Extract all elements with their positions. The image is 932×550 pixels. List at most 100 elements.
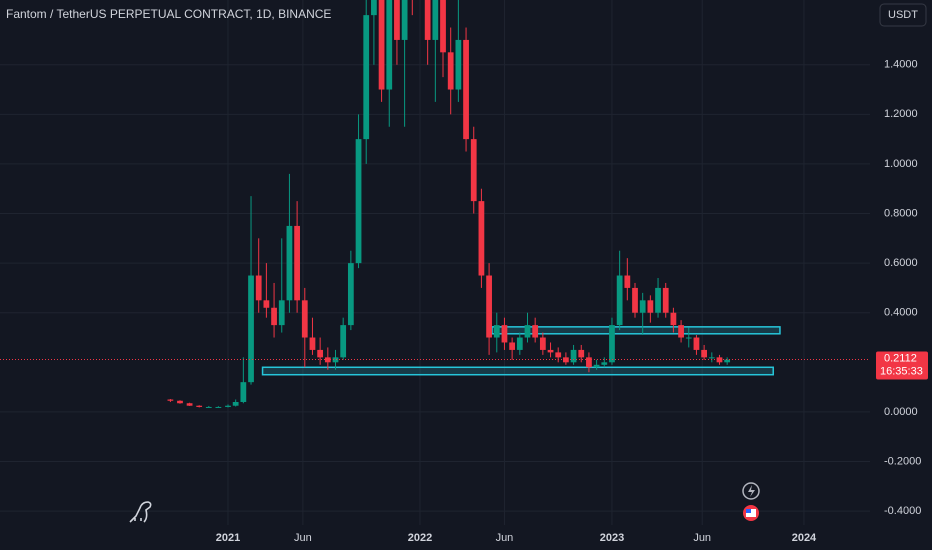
- y-tick-label: 0.0000: [884, 406, 918, 418]
- candle-body: [401, 0, 408, 40]
- candle-body: [532, 325, 539, 338]
- drawings: [261, 326, 781, 376]
- candle-body: [394, 0, 400, 40]
- candle-body: [655, 287, 661, 313]
- candle-body: [586, 357, 592, 368]
- candle-body: [486, 275, 492, 338]
- candle-body: [215, 406, 222, 408]
- candle-body: [363, 15, 370, 140]
- candle-body: [167, 399, 174, 401]
- candle-body: [332, 357, 339, 363]
- x-tick-label: 2023: [600, 532, 624, 544]
- candle-body: [371, 0, 377, 16]
- candle-body: [286, 225, 293, 301]
- icons[interactable]: [742, 482, 760, 521]
- candle-body: [678, 325, 684, 338]
- candle-body: [632, 287, 638, 313]
- candle-body: [301, 300, 308, 338]
- candle-body: [509, 342, 516, 350]
- axes: 1.4000 1.2000 1.0000 0.8000 0.6000 0.4000 0.00…: [0, 59, 928, 544]
- candle-body: [432, 0, 439, 40]
- zone: [491, 326, 781, 335]
- candle-body: [447, 52, 454, 90]
- candle-body: [547, 349, 554, 353]
- candle-body: [578, 349, 585, 358]
- candle-body: [662, 287, 669, 313]
- x-tick-label: 2022: [408, 532, 432, 544]
- candle-body: [278, 300, 285, 326]
- candle-body: [501, 325, 508, 343]
- x-tick-label: 2024: [792, 532, 817, 544]
- y-tick-label: 1.2000: [884, 108, 918, 120]
- currency-button[interactable]: [879, 3, 927, 27]
- candle-body: [263, 300, 270, 308]
- candle-body: [440, 0, 446, 53]
- candle-body: [455, 39, 462, 90]
- candle-body: [294, 225, 300, 301]
- candle-body: [340, 325, 347, 358]
- y-tick-label: -0.2000: [884, 455, 921, 467]
- candle-body: [309, 337, 316, 350]
- candle-body: [685, 337, 692, 339]
- chart-title: Fantom / TetherUS PERPETUAL CONTRACT, 1D…: [6, 7, 331, 21]
- candle-body: [271, 307, 277, 326]
- candle-body: [205, 406, 212, 408]
- candle-body: [248, 275, 254, 383]
- candle-body: [724, 359, 731, 363]
- x-tick-label: Jun: [294, 532, 312, 544]
- candle-body: [524, 325, 531, 338]
- candle-body: [639, 300, 646, 313]
- logo: [129, 501, 152, 523]
- candle-body: [232, 401, 239, 406]
- candle-body: [225, 405, 231, 407]
- candle-body: [539, 337, 546, 350]
- candle-body: [624, 275, 631, 288]
- candle-body: [593, 364, 600, 368]
- candle-body: [255, 275, 262, 301]
- candle-body: [317, 349, 324, 358]
- candle-body: [708, 357, 715, 359]
- candle-body: [470, 139, 477, 202]
- candle-body: [186, 403, 193, 406]
- candle-body: [601, 362, 608, 365]
- candle-body: [463, 39, 469, 140]
- grid: [0, 0, 870, 525]
- candle-body: [355, 139, 362, 264]
- candle-body: [196, 405, 203, 407]
- y-tick-label: -0.4000: [884, 505, 921, 517]
- x-tick-label: Jun: [693, 532, 711, 544]
- candle-body: [516, 337, 523, 350]
- candle-body: [647, 300, 654, 313]
- y-tick-label: 0.6000: [884, 257, 918, 269]
- candles: [167, 0, 731, 408]
- x-tick-label: 2021: [216, 532, 240, 544]
- last-price-label: 0.2112: [884, 352, 917, 364]
- y-tick-label: 1.0000: [884, 158, 918, 170]
- y-tick-label: 0.4000: [884, 307, 918, 319]
- candle-body: [240, 382, 247, 402]
- currency-label[interactable]: USDT: [888, 9, 918, 21]
- y-tick-label: 0.8000: [884, 207, 918, 219]
- candle-body: [493, 325, 500, 338]
- candle-body: [716, 357, 723, 363]
- candle-body: [378, 0, 385, 90]
- last-price-box: [876, 351, 928, 380]
- countdown-label: 16:35:33: [880, 365, 923, 377]
- candle-body: [693, 337, 700, 350]
- zone: [261, 366, 774, 376]
- x-tick-label: Jun: [496, 532, 514, 544]
- candle-body: [670, 312, 677, 326]
- candle-body: [424, 0, 431, 40]
- candle-body: [386, 0, 393, 90]
- candle-body: [555, 352, 562, 358]
- candle-body: [347, 263, 354, 326]
- candle-body: [609, 325, 615, 363]
- candle-body: [478, 201, 485, 276]
- candle-body: [570, 349, 577, 363]
- candle-body: [177, 400, 183, 404]
- candle-body: [563, 357, 569, 363]
- candle-body: [616, 275, 623, 326]
- candle-body: [701, 349, 708, 358]
- y-tick-label: 1.4000: [884, 59, 918, 71]
